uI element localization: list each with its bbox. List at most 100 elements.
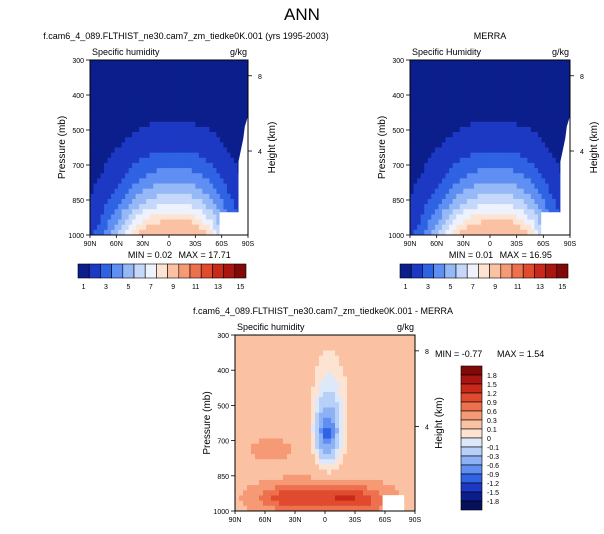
field-cell [506, 224, 511, 231]
field-cell [212, 183, 217, 190]
field-cell [181, 90, 186, 97]
field-cell [407, 407, 412, 414]
field-cell [403, 376, 408, 383]
field-cell [452, 229, 457, 235]
field-cell [247, 366, 252, 372]
field-cell [239, 438, 244, 445]
field-cell [502, 193, 507, 200]
field-cell [351, 423, 356, 429]
field-cell [191, 229, 196, 235]
field-cell [434, 121, 440, 128]
field-cell [442, 204, 447, 210]
field-cell [170, 121, 175, 128]
field-cell [534, 198, 539, 205]
field-cell [233, 198, 239, 205]
field-cell [275, 474, 280, 481]
field-cell [235, 355, 240, 362]
field-cell [559, 126, 564, 133]
field-cell [456, 132, 461, 138]
panel-variable: Specific humidity [92, 47, 160, 57]
field-cell [413, 96, 418, 102]
field-cell [331, 423, 336, 429]
field-cell [371, 407, 376, 414]
field-cell [121, 111, 126, 118]
field-cell [319, 335, 324, 341]
field-cell [466, 229, 472, 235]
field-cell [559, 101, 564, 107]
field-cell [407, 423, 412, 429]
field-cell [239, 474, 244, 481]
field-cell [445, 168, 450, 174]
field-cell [449, 101, 454, 107]
field-cell [163, 60, 168, 66]
field-cell [452, 157, 457, 164]
field-cell [251, 376, 256, 383]
field-cell [351, 474, 356, 481]
field-cell [488, 229, 493, 235]
field-cell [307, 423, 312, 429]
field-cell [247, 412, 252, 419]
field-cell [319, 417, 324, 424]
field-cell [491, 75, 496, 82]
field-cell [311, 360, 316, 367]
field-cell [555, 209, 560, 216]
field-cell [527, 106, 532, 113]
field-cell [170, 90, 175, 97]
field-cell [188, 137, 193, 143]
field-cell [251, 350, 256, 357]
field-cell [167, 116, 172, 123]
field-cell [181, 101, 186, 107]
field-cell [424, 214, 429, 221]
field-cell [307, 428, 312, 434]
field-cell [387, 386, 392, 393]
field-cell [233, 209, 239, 216]
field-cell [149, 90, 154, 97]
field-cell [240, 121, 246, 128]
field-cell [474, 80, 479, 87]
field-cell [267, 443, 272, 450]
field-cell [255, 345, 260, 352]
field-cell [219, 60, 225, 66]
field-cell [355, 386, 360, 393]
field-cell [184, 219, 189, 226]
field-cell [509, 116, 514, 123]
field-cell [239, 335, 244, 341]
field-cell [463, 60, 468, 66]
field-cell [163, 137, 168, 143]
field-cell [205, 168, 210, 174]
field-cell [552, 132, 557, 138]
y-tick-label: 300 [72, 58, 84, 65]
field-cell [434, 147, 440, 154]
field-cell [391, 479, 396, 486]
field-cell [100, 198, 105, 205]
field-cell [315, 433, 320, 440]
field-cell [153, 162, 158, 169]
field-cell [163, 111, 168, 118]
field-cell [111, 162, 116, 169]
field-cell [198, 162, 203, 169]
field-cell [170, 193, 175, 200]
field-cell [283, 366, 288, 372]
field-cell [413, 178, 418, 185]
field-cell [184, 147, 189, 154]
field-cell [240, 126, 246, 133]
field-cell [97, 229, 102, 235]
field-cell [209, 198, 214, 205]
field-cell [202, 178, 207, 185]
field-cell [459, 142, 464, 149]
field-cell [452, 116, 457, 123]
field-cell [219, 121, 225, 128]
field-cell [128, 162, 133, 169]
field-cell [516, 162, 521, 169]
field-cell [520, 96, 525, 102]
field-cell [295, 340, 300, 346]
field-cell [128, 193, 133, 200]
field-cell [283, 479, 288, 486]
field-cell [470, 126, 475, 133]
field-cell [216, 60, 221, 66]
field-cell [456, 90, 461, 97]
field-cell [459, 60, 464, 66]
field-cell [121, 75, 126, 82]
field-cell [315, 360, 320, 367]
field-cell [174, 121, 179, 128]
